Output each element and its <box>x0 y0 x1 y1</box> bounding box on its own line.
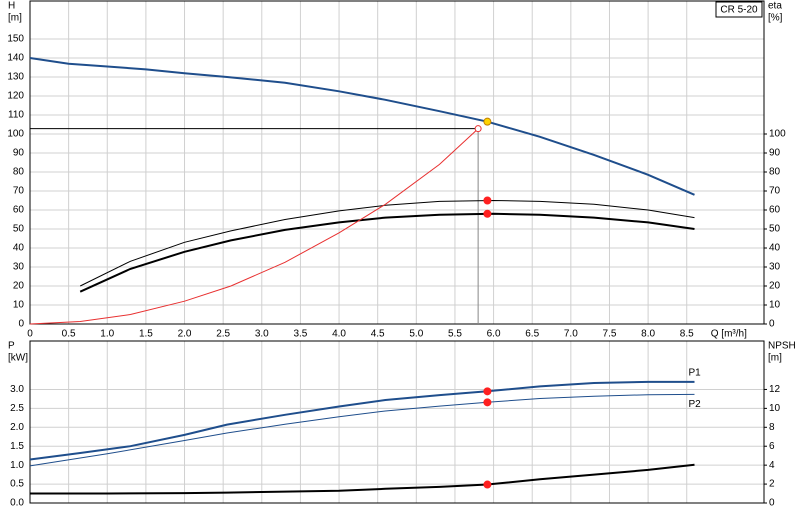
y2-tick-label: 30 <box>769 262 781 273</box>
y2-tick-label: 10 <box>769 403 781 414</box>
x-tick-label: 2.0 <box>178 329 192 340</box>
y-tick-label: 40 <box>13 243 25 254</box>
y2-tick-label: 0 <box>769 319 775 330</box>
curve <box>29 380 695 461</box>
duty-point <box>483 196 492 205</box>
y-tick-label: 0 <box>18 319 24 330</box>
y-tick-label: 110 <box>8 110 24 121</box>
y2-tick-label: 40 <box>769 243 781 254</box>
x-tick-label: 5.5 <box>448 329 462 340</box>
duty-point <box>483 398 492 407</box>
x-tick-label: 7.5 <box>603 329 617 340</box>
y-tick-label: 20 <box>13 281 25 292</box>
y-tick-label: 140 <box>7 53 24 64</box>
x-tick-label: 3.5 <box>293 329 307 340</box>
x-tick-label: 1.5 <box>139 329 153 340</box>
curve <box>29 128 479 325</box>
duty-point <box>474 125 482 133</box>
y-tick-label: 70 <box>13 186 25 197</box>
x-tick-label: 4.0 <box>332 329 346 340</box>
y-tick-label: 90 <box>13 148 25 159</box>
y-tick-label: 130 <box>7 72 24 83</box>
y2-tick-label: 70 <box>769 186 781 197</box>
series-label: P1 <box>688 368 701 379</box>
y2-tick-label: 100 <box>769 129 786 140</box>
duty-point <box>483 117 492 126</box>
curve <box>79 199 695 287</box>
y2-tick-label: 90 <box>769 148 781 159</box>
legend-text: CR 5-20 <box>720 5 758 16</box>
curve <box>29 393 695 467</box>
x-tick-label: 2.5 <box>216 329 230 340</box>
curve <box>79 212 695 293</box>
duty-point <box>483 480 492 489</box>
y-tick-label: 0.0 <box>10 498 24 509</box>
y-tick-label: 60 <box>13 205 25 216</box>
y2-tick-label: 20 <box>769 281 781 292</box>
x-tick-label: 3.0 <box>255 329 269 340</box>
legend-box <box>715 1 763 18</box>
y-tick-label: 2.0 <box>10 422 24 433</box>
y2-tick-label: 8 <box>769 422 775 433</box>
plot-area <box>30 341 764 503</box>
series-label: P2 <box>688 399 701 410</box>
x-tick-label: 7.0 <box>564 329 578 340</box>
y2-tick-label: 60 <box>769 205 781 216</box>
y2-tick-label: 80 <box>769 167 781 178</box>
y-tick-label: 0.5 <box>10 479 24 490</box>
x-tick-label: 6.0 <box>487 329 501 340</box>
x-tick-label: 8.5 <box>680 329 694 340</box>
y-tick-label: 150 <box>7 34 24 45</box>
y-tick-label: 80 <box>13 167 25 178</box>
y-tick-label: 50 <box>13 224 25 235</box>
y-tick-label: 120 <box>7 91 24 102</box>
y-tick-label: 3.0 <box>10 384 24 395</box>
plot-frame <box>29 340 765 504</box>
y-axis-label: P <box>8 341 15 352</box>
duty-point <box>483 387 492 396</box>
y2-axis-label: eta <box>768 1 782 12</box>
y2-axis-unit: [%] <box>768 13 783 24</box>
y-tick-label: 30 <box>13 262 25 273</box>
y-tick-label: 1.5 <box>10 441 24 452</box>
y-axis-unit: [m] <box>8 13 22 24</box>
x-tick-label: 6.5 <box>525 329 539 340</box>
plot-area <box>30 1 764 324</box>
y2-tick-label: 2 <box>769 479 775 490</box>
curve <box>30 463 695 495</box>
y-tick-label: 2.5 <box>10 403 24 414</box>
y2-axis-label: NPSH <box>768 341 796 352</box>
x-tick-label: 1.0 <box>100 329 114 340</box>
duty-point <box>483 209 492 218</box>
y2-tick-label: 12 <box>769 384 781 395</box>
y2-axis-unit: [m] <box>768 353 782 364</box>
y2-tick-label: 50 <box>769 224 781 235</box>
curve <box>29 57 695 196</box>
x-tick-label: 0.5 <box>62 329 76 340</box>
x-tick-label: 8.0 <box>641 329 655 340</box>
y2-tick-label: 10 <box>769 300 781 311</box>
y-axis-unit: [kW] <box>8 353 28 364</box>
x-tick-label: 5.0 <box>409 329 423 340</box>
y-axis-label: H <box>8 1 15 12</box>
y-tick-label: 1.0 <box>10 460 24 471</box>
y2-tick-label: 0 <box>769 498 775 509</box>
plot-frame <box>29 0 765 325</box>
x-axis-label: Q [m³/h] <box>711 329 747 340</box>
y-tick-label: 10 <box>13 300 25 311</box>
y2-tick-label: 6 <box>769 441 775 452</box>
x-tick-label: 4.5 <box>371 329 385 340</box>
y2-tick-label: 4 <box>769 460 775 471</box>
y-tick-label: 100 <box>7 129 24 140</box>
x-tick-label: 0 <box>27 329 33 340</box>
